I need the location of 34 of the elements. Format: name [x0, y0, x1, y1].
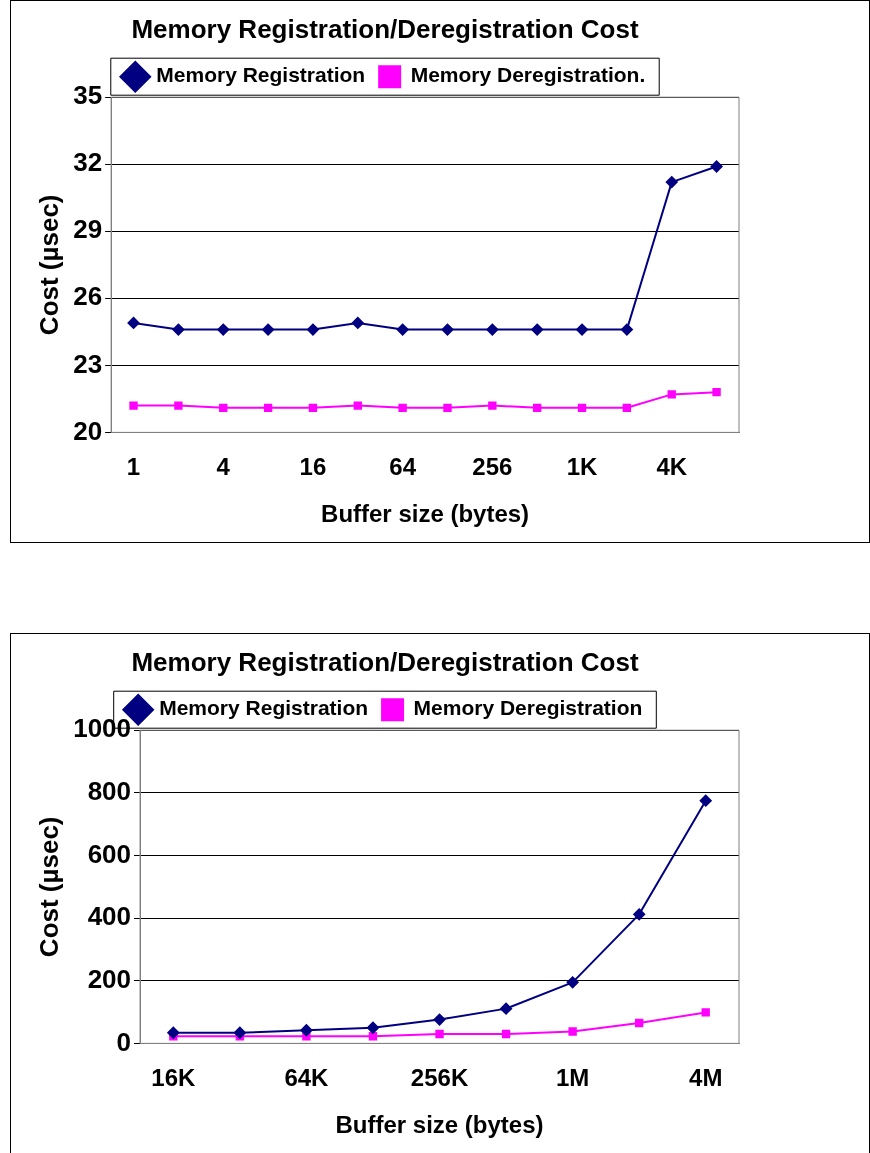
legend-label: Memory Registration	[159, 696, 369, 720]
x-axis-title: Buffer size (bytes)	[335, 1111, 544, 1139]
x-tick-label: 256K	[410, 1064, 469, 1092]
y-tick-label: 23	[73, 348, 103, 379]
x-tick-label: 16K	[151, 1064, 196, 1092]
y-axis-title: Cost (µsec)	[33, 816, 64, 958]
x-tick-label: 1M	[555, 1064, 590, 1092]
chart-title: Memory Registration/Deregistration Cost	[131, 646, 639, 677]
y-tick-label: 1000	[73, 713, 132, 744]
x-tick-label: 4K	[656, 453, 688, 481]
y-tick-label: 35	[73, 80, 103, 111]
y-tick-label: 600	[87, 838, 132, 869]
legend-label: Memory Deregistration	[413, 696, 643, 720]
x-tick-label: 4	[216, 453, 231, 481]
x-tick-label: 1K	[566, 453, 599, 481]
legend-label: Memory Registration	[156, 63, 366, 87]
legend-label: Memory Deregistration.	[410, 63, 646, 87]
x-tick-label: 64K	[284, 1064, 330, 1092]
chart-title: Memory Registration/Deregistration Cost	[131, 13, 639, 44]
y-axis-title: Cost (µsec)	[33, 194, 64, 336]
x-tick-label: 16	[299, 453, 327, 481]
y-tick-label: 20	[73, 415, 103, 446]
x-axis-title: Buffer size (bytes)	[321, 500, 530, 528]
y-tick-label: 800	[87, 776, 132, 807]
x-tick-label: 256	[472, 453, 513, 481]
y-tick-label: 0	[116, 1026, 132, 1057]
y-tick-label: 400	[87, 901, 132, 932]
x-tick-label: 4M	[689, 1064, 723, 1092]
x-tick-label: 64	[389, 453, 417, 481]
y-tick-label: 29	[73, 214, 103, 245]
y-tick-label: 200	[87, 963, 132, 994]
y-tick-label: 32	[73, 147, 103, 178]
x-tick-label: 1	[126, 453, 141, 481]
y-tick-label: 26	[73, 281, 103, 312]
